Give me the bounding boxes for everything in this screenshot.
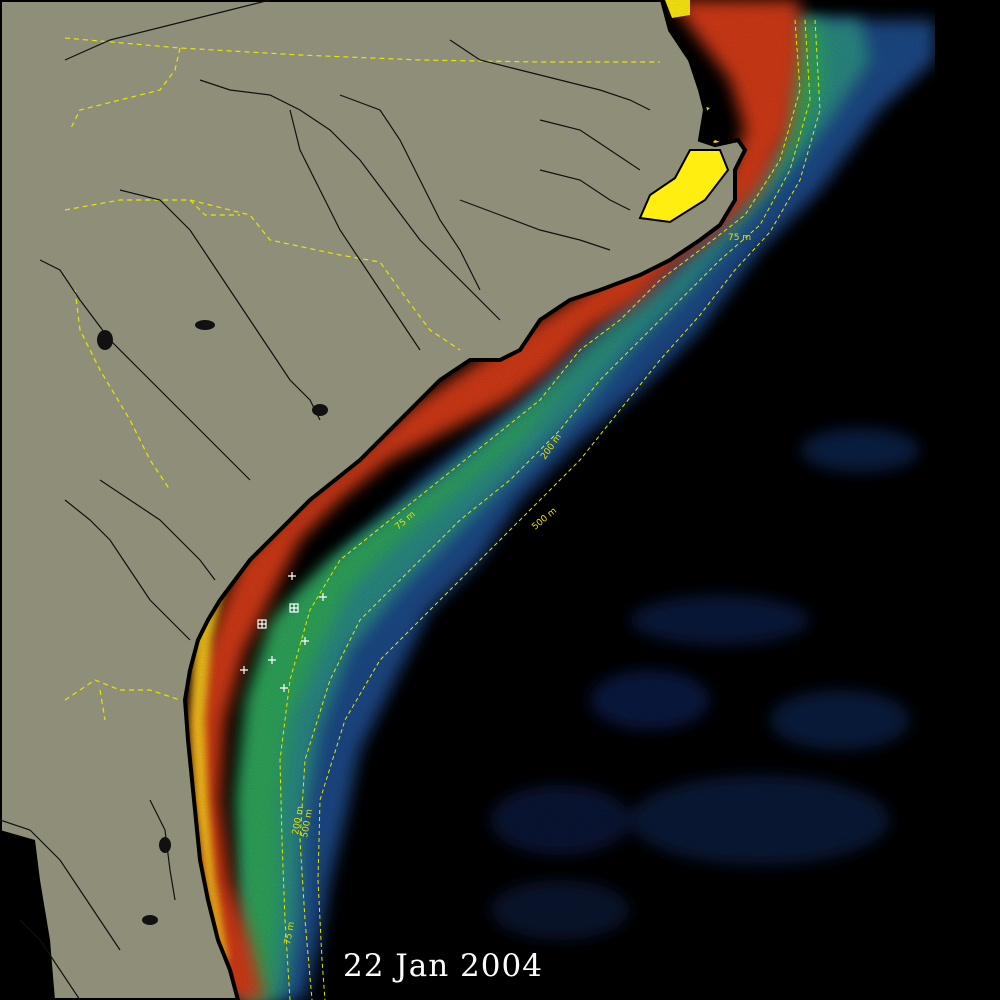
contour-500m bbox=[317, 19, 821, 1000]
station-markers bbox=[240, 572, 327, 692]
station-cross bbox=[240, 666, 248, 674]
station-cross bbox=[280, 684, 288, 692]
bathymetry-contours bbox=[279, 19, 821, 1000]
station-cross bbox=[268, 656, 276, 664]
contour-75m bbox=[279, 19, 801, 1000]
station-box bbox=[257, 619, 267, 629]
rivers bbox=[0, 0, 651, 1000]
date-label: 22 Jan 2004 bbox=[343, 948, 543, 984]
contour-label-75m-1: 75 m bbox=[728, 233, 751, 243]
land-mass bbox=[0, 0, 745, 1000]
contour-label-75m-3: 75 m bbox=[283, 921, 297, 945]
lakes bbox=[97, 320, 328, 925]
contour-label-500m-2: 500 m bbox=[300, 808, 315, 838]
station-box bbox=[289, 603, 299, 613]
station-cross bbox=[288, 572, 296, 580]
gulf-region bbox=[0, 830, 55, 1000]
contour-200m bbox=[299, 19, 811, 1000]
state-borders bbox=[64, 37, 660, 721]
image-edge bbox=[935, 0, 1000, 1000]
station-cross bbox=[301, 637, 309, 645]
station-cross bbox=[319, 593, 327, 601]
chesapeake-bay bbox=[638, 149, 730, 224]
contour-label-200m-2: 200 m bbox=[291, 805, 306, 835]
